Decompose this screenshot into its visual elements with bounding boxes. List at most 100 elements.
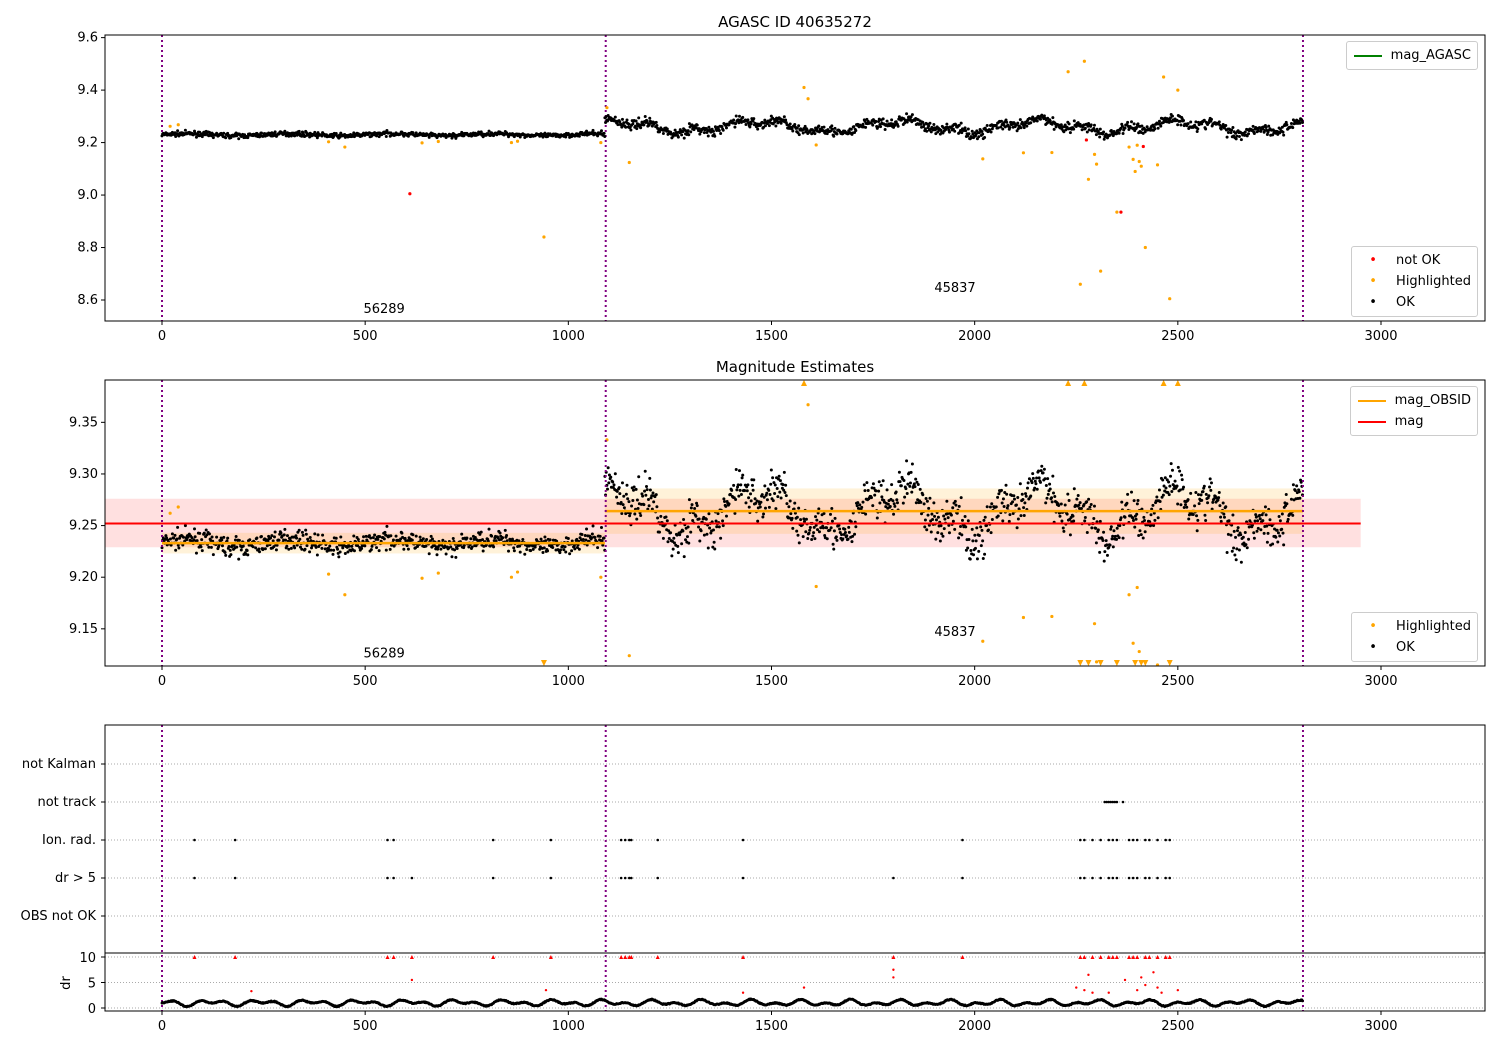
ok-point bbox=[1072, 127, 1076, 131]
ok-point bbox=[1011, 500, 1015, 504]
ok-point bbox=[682, 136, 686, 140]
ok-point bbox=[654, 493, 658, 497]
ok-point bbox=[389, 534, 393, 538]
ok-point bbox=[1098, 127, 1102, 131]
ok-point bbox=[1162, 484, 1166, 488]
ok-point bbox=[168, 537, 172, 541]
ok-point bbox=[963, 126, 967, 130]
ion-rad-point bbox=[1148, 838, 1151, 842]
ok-point bbox=[751, 488, 755, 492]
ok-point bbox=[784, 494, 788, 498]
ok-point bbox=[508, 537, 512, 541]
ok-point bbox=[667, 536, 671, 540]
ok-point bbox=[790, 516, 794, 520]
ok-point bbox=[671, 547, 675, 551]
ok-point bbox=[304, 532, 308, 536]
ok-point bbox=[934, 518, 938, 522]
ok-point bbox=[779, 496, 783, 500]
ok-point bbox=[1259, 528, 1263, 532]
ok-point bbox=[758, 505, 762, 509]
ok-point bbox=[298, 537, 302, 541]
ok-point bbox=[1277, 515, 1281, 519]
ok-point bbox=[1083, 126, 1087, 130]
ok-point bbox=[953, 527, 957, 531]
ok-point bbox=[228, 548, 232, 552]
ok-point bbox=[336, 547, 340, 551]
ok-point bbox=[986, 528, 990, 532]
ok-point bbox=[788, 499, 792, 503]
ok-point bbox=[781, 483, 785, 487]
ok-point bbox=[741, 473, 745, 477]
ok-point bbox=[1015, 129, 1019, 133]
ok-point bbox=[756, 127, 760, 131]
y-tick-label: 9.4 bbox=[77, 83, 98, 98]
ok-point bbox=[1219, 127, 1223, 131]
ok-point bbox=[313, 130, 317, 134]
ok-point bbox=[1115, 537, 1119, 541]
ok-point bbox=[622, 506, 626, 510]
ok-point bbox=[1035, 476, 1039, 480]
ok-point bbox=[747, 505, 751, 509]
ok-point bbox=[1068, 131, 1072, 135]
ok-point bbox=[300, 547, 304, 551]
ok-point bbox=[769, 468, 773, 472]
ok-point bbox=[1186, 122, 1190, 126]
dr5-point bbox=[619, 876, 623, 880]
ok-point bbox=[1284, 120, 1288, 124]
ok-point bbox=[1023, 501, 1027, 505]
ion-rad-point bbox=[961, 838, 964, 842]
ok-point bbox=[1153, 518, 1157, 522]
ok-point bbox=[945, 499, 949, 503]
ok-point bbox=[1222, 512, 1226, 516]
ok-point bbox=[1083, 519, 1087, 523]
ok-point bbox=[1222, 126, 1226, 130]
ok-point bbox=[920, 512, 924, 516]
ok-point bbox=[1182, 485, 1186, 489]
ok-point bbox=[1138, 529, 1142, 533]
ok-point bbox=[1038, 480, 1042, 484]
ok-point bbox=[559, 548, 563, 552]
ok-point bbox=[1264, 513, 1268, 517]
ok-point bbox=[1063, 503, 1067, 507]
ok-point bbox=[874, 489, 878, 493]
ok-point bbox=[1230, 549, 1234, 553]
ok-point bbox=[1123, 515, 1127, 519]
ok-point bbox=[905, 491, 909, 495]
ok-point bbox=[751, 119, 755, 123]
ok-point bbox=[774, 124, 778, 128]
ok-point bbox=[1195, 130, 1199, 134]
ok-point bbox=[200, 538, 204, 542]
ok-point bbox=[177, 546, 181, 550]
ok-point bbox=[564, 550, 568, 554]
ok-point bbox=[1082, 502, 1086, 506]
not-track-point bbox=[1113, 800, 1117, 804]
dr5-point bbox=[1135, 876, 1139, 880]
ok-point bbox=[1110, 537, 1114, 541]
ok-point bbox=[763, 506, 767, 510]
ok-point bbox=[1204, 519, 1208, 523]
ok-point bbox=[648, 116, 652, 120]
ok-point bbox=[762, 495, 766, 499]
ok-point bbox=[1180, 478, 1184, 482]
ok-point bbox=[1156, 516, 1160, 520]
ok-point bbox=[1092, 126, 1096, 130]
dr5-point bbox=[491, 876, 495, 880]
ok-point bbox=[621, 503, 625, 507]
ok-point bbox=[1256, 519, 1260, 523]
ok-point bbox=[1203, 513, 1207, 517]
ok-point bbox=[384, 134, 388, 138]
ok-point bbox=[994, 124, 998, 128]
ok-point bbox=[1118, 524, 1122, 528]
ok-point bbox=[1140, 124, 1144, 128]
x-tick-label: 500 bbox=[353, 674, 378, 689]
ok-point bbox=[1135, 502, 1139, 506]
dr5-point bbox=[1168, 876, 1172, 880]
ok-point bbox=[613, 472, 617, 476]
ok-point bbox=[721, 524, 725, 528]
x-tick-label: 2500 bbox=[1161, 674, 1194, 689]
highlighted-point bbox=[1176, 88, 1180, 92]
ok-point bbox=[529, 549, 533, 553]
ok-point bbox=[631, 122, 635, 126]
ok-point bbox=[174, 135, 178, 139]
